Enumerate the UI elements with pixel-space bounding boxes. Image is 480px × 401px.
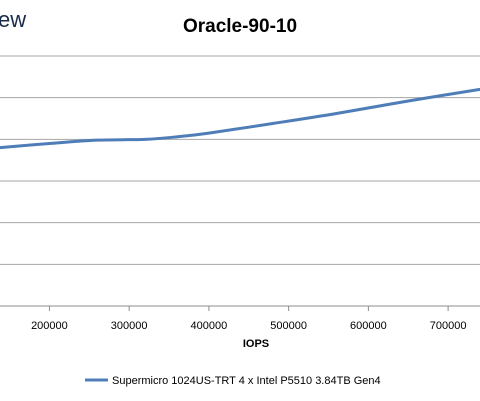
logo-fragment-text: ew [0,7,26,32]
legend-label: Supermicro 1024US-TRT 4 x Intel P5510 3.… [112,375,381,387]
chart-title: Oracle-90-10 [183,16,297,37]
grid-layer [0,55,480,307]
legend: Supermicro 1024US-TRT 4 x Intel P5510 3.… [85,375,381,387]
x-tick-label: 500000 [270,320,307,332]
series-line [0,87,480,150]
x-tick-labels: 200000 300000 400000 500000 600000 700000 [31,306,466,332]
x-tick-label: 700000 [430,320,467,332]
x-tick-label: 300000 [111,320,148,332]
x-tick-label: 600000 [350,320,387,332]
series-layer [0,87,480,150]
x-tick-label: 400000 [191,320,228,332]
x-axis-title: IOPS [243,338,269,350]
x-tick-label: 200000 [31,320,68,332]
